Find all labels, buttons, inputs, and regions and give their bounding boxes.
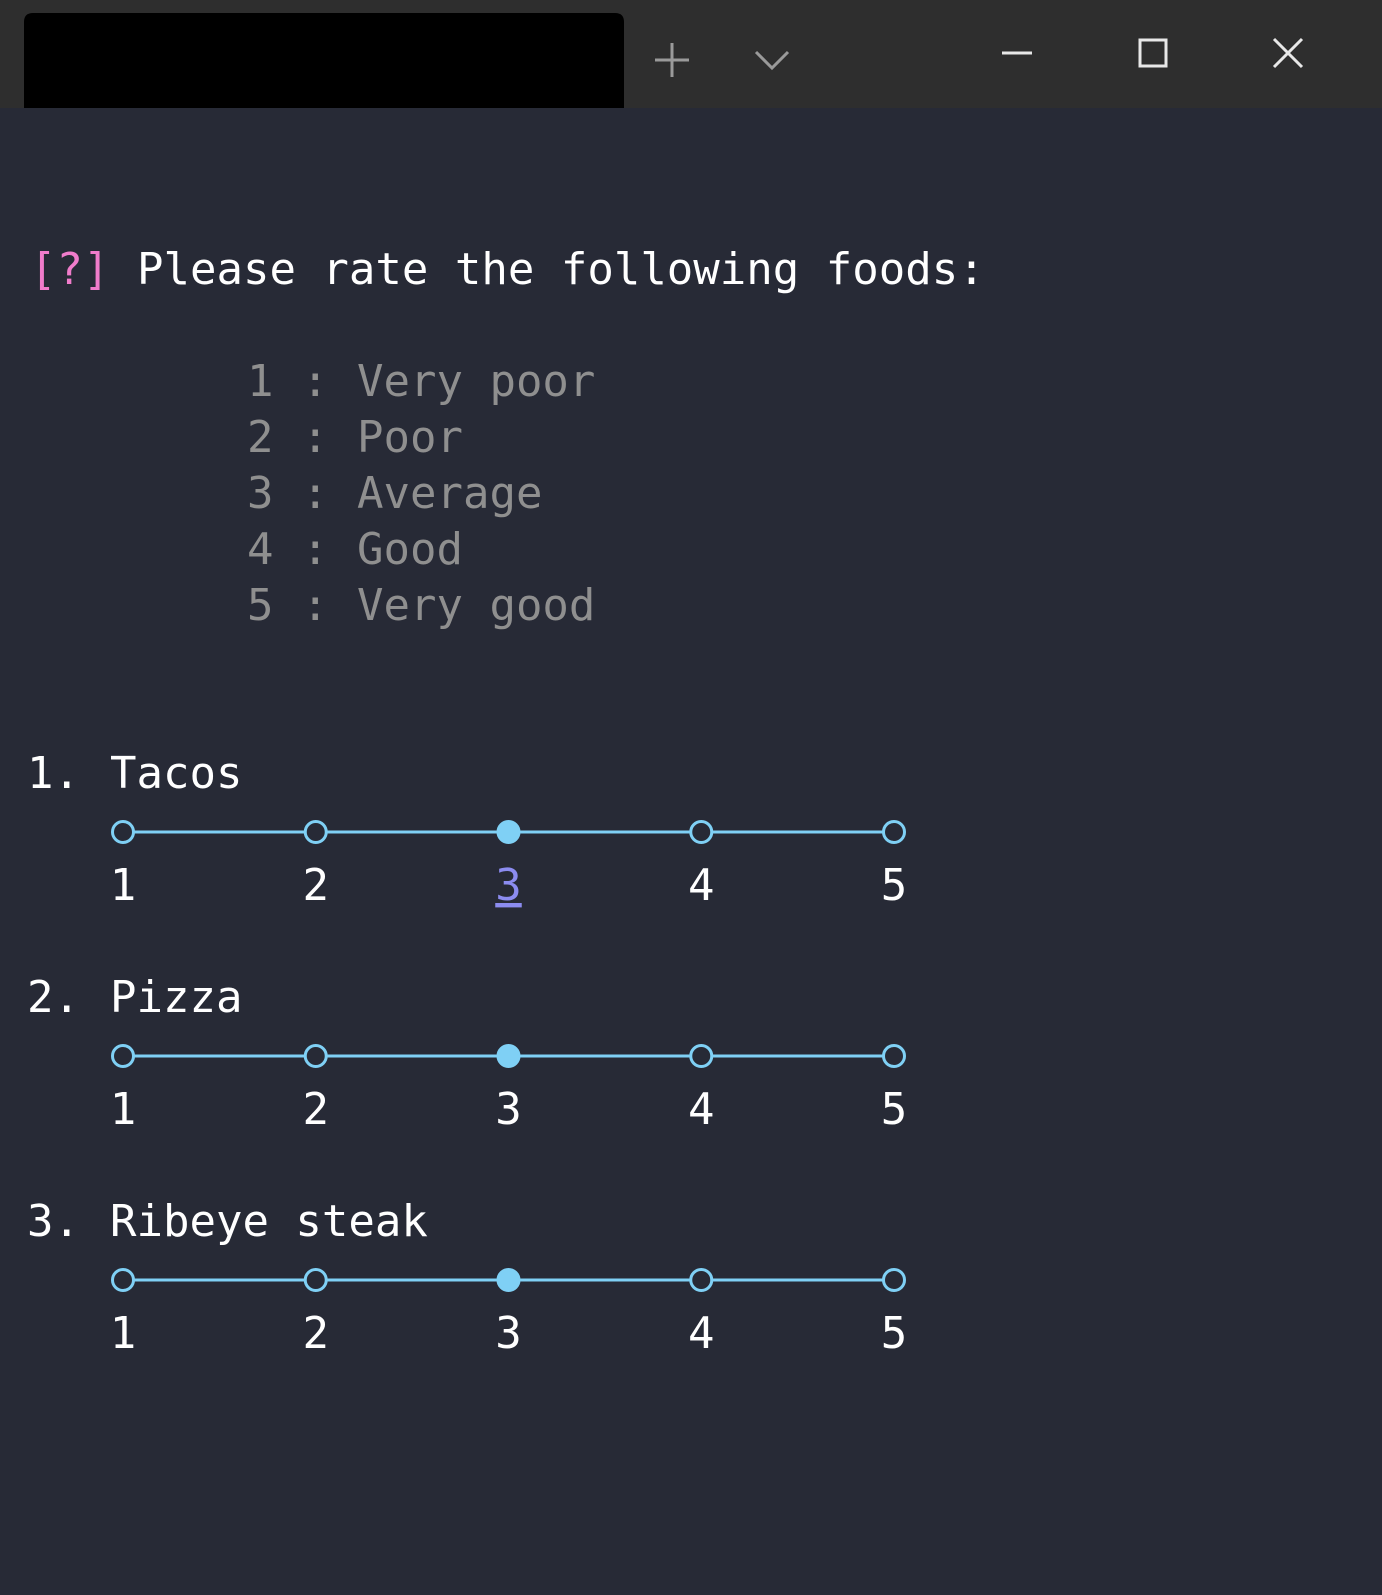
item-name: Ribeye steak: [110, 1196, 428, 1247]
slider-stop[interactable]: [496, 1044, 521, 1068]
slider-stop[interactable]: [882, 1044, 906, 1068]
slider-label[interactable]: 2: [303, 1084, 330, 1135]
slider-stop[interactable]: [882, 1268, 906, 1292]
legend-label: Very good: [357, 580, 595, 631]
slider-label[interactable]: 3: [495, 860, 522, 911]
slider-stop[interactable]: [689, 1268, 714, 1292]
active-tab[interactable]: [24, 13, 624, 108]
slider-label[interactable]: 4: [688, 1308, 715, 1359]
slider-stop[interactable]: [303, 1044, 328, 1068]
legend-label: Average: [357, 468, 542, 519]
slider-label[interactable]: 1: [110, 1084, 137, 1135]
slider-stop[interactable]: [496, 820, 521, 844]
slider-stop[interactable]: [111, 1044, 135, 1068]
legend-label: Very poor: [357, 356, 595, 407]
slider-stop[interactable]: [689, 820, 714, 844]
legend-separator: :: [302, 412, 329, 463]
item-name: Tacos: [110, 748, 242, 799]
prompt-question: Please rate the following foods:: [137, 244, 985, 295]
slider-label[interactable]: 4: [688, 1084, 715, 1135]
maximize-button[interactable]: [1138, 38, 1168, 68]
slider-stop[interactable]: [111, 1268, 135, 1292]
legend-key: 2: [247, 412, 274, 463]
slider-stop[interactable]: [111, 820, 135, 844]
legend-label: Good: [357, 524, 463, 575]
slider-label[interactable]: 1: [110, 1308, 137, 1359]
item-name: Pizza: [110, 972, 242, 1023]
content: 1: Very poor 2: Poor 3: Average 4: Good 5: Very g…: [27, 356, 907, 1359]
legend-key: 5: [247, 580, 274, 631]
legend-label: Poor: [357, 412, 463, 463]
slider-label[interactable]: 5: [881, 1084, 908, 1135]
slider-label[interactable]: 4: [688, 860, 715, 911]
legend-key: 3: [247, 468, 274, 519]
slider-stop[interactable]: [303, 820, 328, 844]
new-tab-button[interactable]: [655, 43, 689, 77]
item-number: 1.: [27, 748, 80, 799]
slider-stop[interactable]: [496, 1268, 521, 1292]
legend-separator: :: [302, 524, 329, 575]
legend-separator: :: [302, 468, 329, 519]
legend-key: 4: [247, 524, 274, 575]
prompt-marker: [?]: [30, 244, 109, 295]
legend-separator: :: [302, 580, 329, 631]
slider-stop[interactable]: [882, 820, 906, 844]
item-number: 3.: [27, 1196, 80, 1247]
slider-label[interactable]: 5: [881, 1308, 908, 1359]
terminal-body: [0, 108, 1382, 1595]
item-number: 2.: [27, 972, 80, 1023]
legend-separator: :: [302, 356, 329, 407]
tab-dropdown[interactable]: [754, 50, 790, 71]
slider-label[interactable]: 1: [110, 860, 137, 911]
slider-label[interactable]: 2: [303, 860, 330, 911]
slider-label[interactable]: 2: [303, 1308, 330, 1359]
slider-stop[interactable]: [303, 1268, 328, 1292]
legend-key: 1: [247, 356, 274, 407]
slider-label[interactable]: 3: [495, 1084, 522, 1135]
slider-label[interactable]: 3: [495, 1308, 522, 1359]
close-button[interactable]: [1272, 37, 1304, 69]
slider-stop[interactable]: [689, 1044, 714, 1068]
slider-label[interactable]: 5: [881, 860, 908, 911]
